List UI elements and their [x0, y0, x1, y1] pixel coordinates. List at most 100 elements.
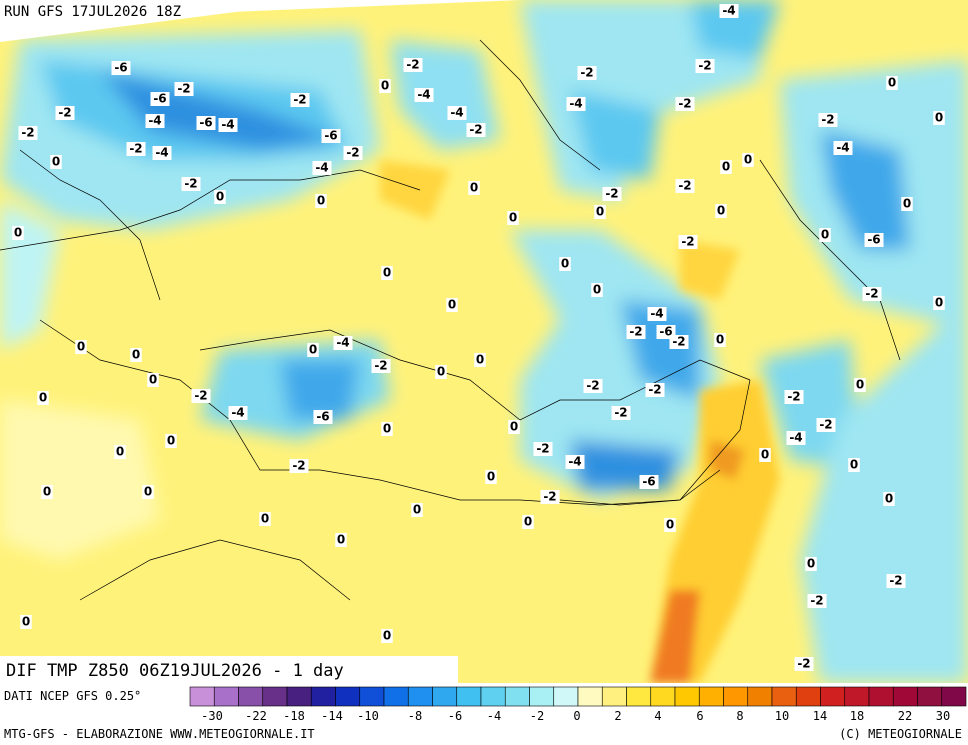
contour-label-bg	[742, 153, 754, 167]
contour-label: -2	[293, 93, 306, 107]
contour-label-bg	[540, 490, 560, 504]
colorbar-label: 6	[696, 709, 703, 723]
contour-label: 0	[43, 485, 51, 499]
contour-label: -2	[819, 418, 832, 432]
colorbar-swatch	[456, 686, 482, 707]
contour-label-bg	[152, 146, 172, 160]
colorbar-swatch	[213, 686, 239, 707]
contour-label-bg	[602, 187, 622, 201]
contour-label: 0	[132, 348, 140, 362]
colorbar-swatch	[892, 686, 918, 707]
colorbar-swatch	[359, 686, 385, 707]
contour-label: 0	[509, 211, 517, 225]
contour-label: 0	[885, 492, 893, 506]
contour-label: 0	[717, 204, 725, 218]
contour-label-bg	[675, 97, 695, 111]
colorbar-swatch	[480, 686, 506, 707]
contour-label-bg	[669, 335, 689, 349]
contour-label-bg	[142, 485, 154, 499]
contour-label-bg	[695, 59, 715, 73]
colorbar-swatch	[747, 686, 773, 707]
colorbar-label: 30	[936, 709, 950, 723]
contour-label-bg	[315, 194, 327, 208]
contour-label-bg	[759, 448, 771, 462]
colorbar-swatch	[626, 686, 652, 707]
contour-label-bg	[639, 475, 659, 489]
colorbar-label: 0	[573, 709, 580, 723]
contour-label-bg	[886, 76, 898, 90]
contour-label: 0	[850, 458, 858, 472]
colorbar-swatch	[189, 686, 215, 707]
contour-labels: -6-2-6-2-4 -6 -4-2 -4-20-20-2-6-2-40-20-4-4…	[12, 4, 945, 671]
boundaries	[0, 39, 901, 601]
contour-label: 0	[149, 373, 157, 387]
contour-label-bg	[720, 160, 732, 174]
colorbar-swatch	[238, 686, 264, 707]
contour-label: 0	[510, 420, 518, 434]
colorbar-swatch	[383, 686, 409, 707]
colorbar-swatch	[795, 686, 821, 707]
contour-label: -4	[417, 88, 430, 102]
colorbar-swatch	[771, 686, 797, 707]
contour-label-bg	[719, 4, 739, 18]
contour-label: -2	[672, 335, 685, 349]
contour-label: 0	[381, 79, 389, 93]
contour-label: 0	[22, 615, 30, 629]
contour-label-bg	[381, 629, 393, 643]
colorbar-swatch	[577, 686, 603, 707]
colorbar-swatch	[844, 686, 870, 707]
colorbar-label: -4	[487, 709, 501, 723]
contour-label-bg	[307, 343, 319, 357]
map-title: DIF TMP Z850 06Z19JUL2026 - 1 day	[6, 661, 344, 681]
contour-label: -2	[797, 657, 810, 671]
contour-label: 0	[39, 391, 47, 405]
contour-label: -2	[346, 146, 359, 160]
contour-label: -4	[569, 97, 582, 111]
contour-label: -4	[836, 141, 849, 155]
colorbar-swatch	[529, 686, 555, 707]
contour-label: -2	[586, 379, 599, 393]
contour-label-bg	[37, 391, 49, 405]
contour-label-bg	[196, 116, 216, 130]
contour-label-bg	[786, 431, 806, 445]
contour-label: 0	[722, 160, 730, 174]
colorbar-swatch	[553, 686, 579, 707]
colorbar-swatch	[941, 686, 967, 707]
contour-label-bg	[468, 181, 480, 195]
contour-label-bg	[675, 179, 695, 193]
contour-label-bg	[381, 422, 393, 436]
contour-label-bg	[714, 333, 726, 347]
contour-label: 0	[888, 76, 896, 90]
contour-label: -2	[865, 287, 878, 301]
contour-label-bg	[886, 574, 906, 588]
contour-label: -2	[614, 406, 627, 420]
contour-label-bg	[41, 485, 53, 499]
colorbar-swatch	[601, 686, 627, 707]
contour-label: 0	[935, 111, 943, 125]
contour-label-bg	[181, 177, 201, 191]
contour-label-bg	[508, 420, 520, 434]
contour-label: 0	[807, 557, 815, 571]
contour-label-bg	[12, 226, 24, 240]
colorbar-swatch	[723, 686, 749, 707]
contour-label: 0	[487, 470, 495, 484]
contour-label-bg	[933, 111, 945, 125]
contour-label-bg	[522, 515, 534, 529]
contour-label-bg	[75, 340, 87, 354]
contour-label: -2	[184, 177, 197, 191]
contour-label-bg	[784, 390, 804, 404]
colorbar-label: 22	[898, 709, 912, 723]
colorbar-swatch	[262, 686, 288, 707]
colorbar-swatch	[650, 686, 676, 707]
contour-label-bg	[594, 205, 606, 219]
contour-label-bg	[645, 383, 665, 397]
contour-label-bg	[816, 418, 836, 432]
contour-label: -2	[678, 179, 691, 193]
contour-label: -4	[231, 406, 244, 420]
contour-label-bg	[864, 233, 884, 247]
colorbar-label: -2	[530, 709, 544, 723]
contour-label: 0	[524, 515, 532, 529]
colorbar-label: 14	[813, 709, 827, 723]
contour-label: 0	[261, 512, 269, 526]
